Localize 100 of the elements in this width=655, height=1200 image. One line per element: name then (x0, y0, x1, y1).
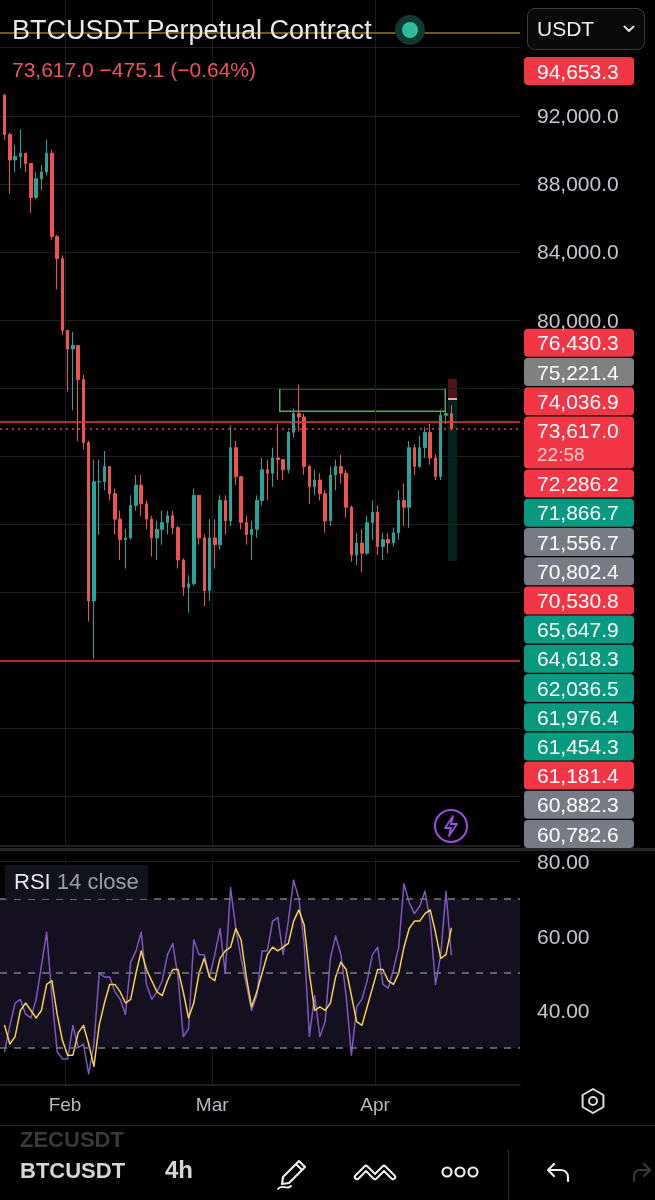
candlestick (381, 532, 385, 561)
candlestick (24, 152, 27, 173)
text: 75,221.4 (537, 360, 620, 384)
text: 72,286.2 (537, 472, 619, 496)
x-tick-label: Mar (195, 1094, 230, 1115)
candlestick (313, 469, 316, 496)
text: 4h (165, 1156, 194, 1183)
candlestick (71, 331, 75, 411)
y-tick-label: 88,000.0 (537, 172, 619, 196)
candlestick (423, 426, 427, 459)
text: 70,802.4 (537, 559, 620, 583)
candlestick (203, 534, 206, 607)
text: 60,782.6 (537, 822, 619, 846)
candlestick (444, 396, 448, 425)
candlestick (76, 345, 80, 442)
x-tick-label: Feb (48, 1094, 82, 1115)
candlestick (418, 435, 421, 469)
candlestick (171, 510, 174, 535)
text: 76,430.3 (537, 331, 619, 355)
text: 61,454.3 (537, 734, 619, 758)
text: 70,530.8 (537, 588, 619, 612)
candlestick (428, 423, 432, 466)
text: 64,618.3 (537, 647, 619, 671)
line-series (3, 909, 452, 1068)
candlestick (287, 430, 290, 474)
text: 94,653.3 (537, 59, 619, 83)
candlestick (129, 494, 132, 541)
text: 73,617.0 −475.1 (−0.64%) (12, 58, 257, 82)
candlestick (371, 499, 374, 541)
candlestick (187, 574, 190, 614)
candlestick (176, 525, 180, 570)
candlestick (145, 499, 148, 530)
candlestick (434, 453, 437, 481)
candlestick (87, 440, 90, 622)
candlestick (192, 488, 196, 587)
candlestick (13, 144, 17, 173)
candlestick (19, 128, 22, 170)
text: 65,647.9 (537, 618, 619, 642)
candlestick (334, 459, 337, 491)
candlestick (29, 162, 33, 214)
candlestick (407, 440, 411, 529)
candlestick (224, 494, 227, 535)
candlestick (97, 459, 101, 535)
candlestick (266, 459, 269, 501)
candlestick (34, 171, 38, 200)
candlestick (208, 518, 211, 602)
text: 60,882.3 (537, 793, 619, 817)
candlestick (103, 450, 106, 491)
x-tick-label: Apr (360, 1094, 391, 1115)
candlestick (213, 518, 217, 570)
y-tick-label: 84,000.0 (537, 240, 619, 264)
text: 74,036.9 (537, 389, 619, 413)
text: 73,617.0 22:58 (537, 418, 619, 465)
candlestick (66, 329, 69, 393)
candlestick (413, 443, 416, 476)
text: 71,556.7 (537, 530, 619, 554)
candlestick (365, 515, 369, 556)
candlestick (271, 447, 274, 488)
text: 61,181.4 (537, 764, 620, 788)
candlestick (229, 425, 232, 527)
candlestick (308, 464, 311, 505)
candlestick (397, 489, 400, 541)
candlestick (82, 373, 85, 450)
text: RSI 14 close (14, 869, 139, 894)
y-tick-label: 80.00 (537, 850, 590, 873)
y-tick-label: 60.00 (537, 924, 590, 948)
candlestick (250, 520, 253, 561)
candlestick (355, 532, 358, 566)
text: 61,976.4 (537, 705, 620, 729)
candlestick (3, 93, 6, 141)
text: BTCUSDT (20, 1158, 126, 1184)
candlestick (139, 474, 143, 517)
candlestick (150, 515, 153, 558)
candlestick (8, 132, 12, 195)
text: 71,866.7 (537, 501, 619, 525)
candlestick (40, 164, 43, 192)
candlestick (245, 515, 248, 546)
candlestick (439, 409, 442, 481)
candlestick (45, 139, 48, 176)
candlestick (392, 527, 395, 547)
candlestick (61, 254, 64, 336)
candlestick (386, 532, 390, 554)
text: BTCUSDT Perpetual Contract (12, 14, 372, 46)
text: 62,036.5 (537, 676, 619, 700)
candlestick (197, 494, 201, 546)
candlestick (134, 474, 138, 512)
candlestick (166, 510, 169, 535)
text: ZECUSDT (20, 1127, 124, 1153)
candlestick (218, 494, 222, 551)
y-tick-label: 80,000.0 (537, 308, 619, 332)
candlestick (124, 528, 127, 570)
candlestick (182, 557, 185, 597)
y-tick-label: 92,000.0 (537, 104, 619, 128)
y-tick-label: 40.00 (537, 999, 590, 1022)
candlestick (92, 459, 96, 660)
dropdown: USDT (527, 8, 645, 50)
candlestick (376, 505, 379, 556)
y-axis-title: USDT (537, 17, 595, 41)
candlestick (402, 482, 406, 527)
candlestick (350, 505, 353, 563)
